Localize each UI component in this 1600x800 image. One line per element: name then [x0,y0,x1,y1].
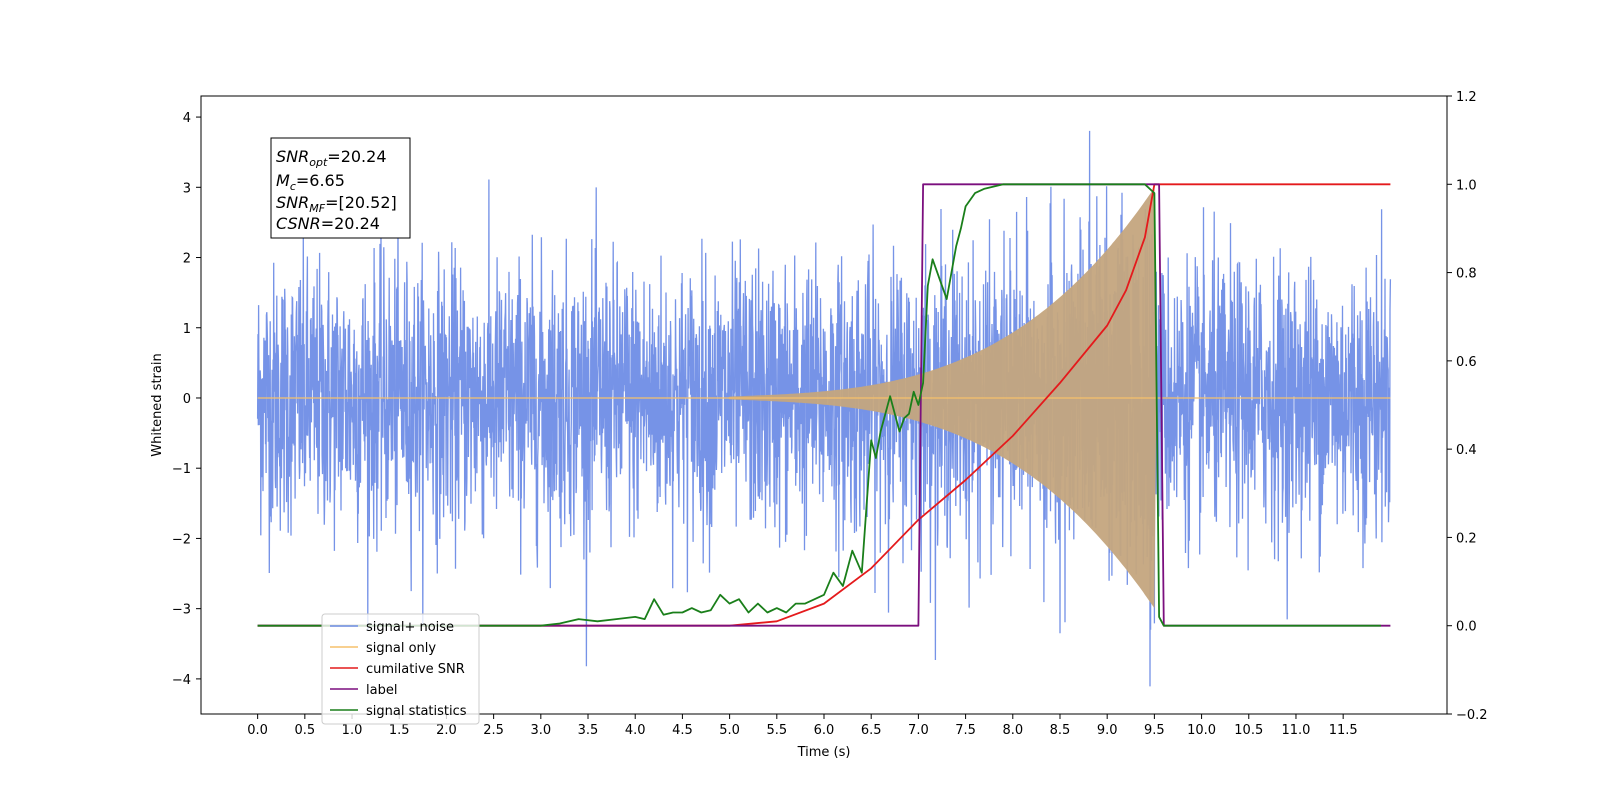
x-tick-label: 8.0 [1002,723,1023,738]
x-tick-label: 3.5 [578,723,599,738]
info-snr-opt: SNRopt=20.24 [276,147,387,169]
x-tick-label: 2.5 [483,723,504,738]
series-signal-statistics [257,183,1381,627]
x-tick-label: 9.5 [1144,723,1165,738]
legend-label-cumulative-snr: cumilative SNR [366,662,465,677]
x-tick-label: 9.0 [1097,723,1118,738]
x-tick-label: 6.5 [861,723,882,738]
x-tick-label: 0.5 [294,723,315,738]
x-tick-label: 7.5 [955,723,976,738]
series-signal-noise [256,130,1392,687]
x-tick-label: 10.5 [1234,723,1263,738]
info-mc: Mc=6.65 [276,171,345,193]
x-tick-label: 3.0 [530,723,551,738]
x-tick-label: 8.5 [1050,723,1071,738]
x-tick-label: 1.0 [342,723,363,738]
x-tick-label: 4.5 [672,723,693,738]
y-right-tick-label: 0.6 [1456,355,1477,370]
y-left-tick-label: 2 [183,252,191,267]
legend: signal+ noise signal only cumilative SNR… [321,613,480,725]
y-right-tick-label: 1.2 [1456,90,1477,105]
x-tick-label: 0.0 [247,723,268,738]
y-right-tick-label: −0.2 [1456,708,1488,723]
y-left-tick-label: 1 [183,322,191,337]
y-left-tick-label: 0 [183,392,191,407]
info-box-frame [270,137,411,239]
x-tick-label: 6.0 [814,723,835,738]
legend-label-label: label [366,683,397,698]
y-left-tick-label: −1 [172,462,191,477]
series-cumulative-snr [257,183,1391,627]
x-tick-label: 2.0 [436,723,457,738]
y-right-tick-label: 0.4 [1456,443,1477,458]
info-snr-mf: SNRMF=[20.52] [276,193,397,215]
x-tick-label: 5.5 [766,723,787,738]
y-left-tick-label: 4 [183,111,191,126]
y-left-tick-label: −4 [172,673,191,688]
y-right-tick-label: 0.2 [1456,531,1477,546]
legend-label-signal-only: signal only [366,641,436,656]
x-tick-label: 11.5 [1329,723,1358,738]
y-axis-left-label: Whitened strain [150,353,165,456]
y-right-tick-label: 1.0 [1456,178,1477,193]
y-left-tick-label: −3 [172,603,191,618]
series-layer [256,130,1392,687]
y-axis-left-ticks: −4 −3 −2 −1 0 1 2 3 4 [172,111,201,688]
x-axis-label: Time (s) [797,745,851,760]
x-tick-label: 5.0 [719,723,740,738]
y-axis-right-ticks: −0.2 0.0 0.2 0.4 0.6 0.8 1.0 1.2 [1447,90,1488,723]
snr-info-box: SNRopt=20.24 Mc=6.65 SNRMF=[20.52] CSNR=… [270,137,411,239]
legend-label-signal-statistics: signal statistics [366,704,467,719]
legend-label-signal-noise: signal+ noise [366,620,454,635]
x-tick-label: 4.0 [625,723,646,738]
x-tick-label: 1.5 [389,723,410,738]
info-csnr: CSNR=20.24 [276,214,380,233]
y-right-tick-label: 0.8 [1456,267,1477,282]
x-axis-ticks: 0.0 0.5 1.0 1.5 2.0 2.5 3.0 3.5 4.0 4.5 5.0 5.5 6.0 6… [247,714,1358,738]
legend-frame [321,613,480,725]
y-left-tick-label: −2 [172,532,191,547]
x-tick-label: 10.0 [1187,723,1216,738]
x-tick-label: 7.0 [908,723,929,738]
y-left-tick-label: 3 [183,181,191,196]
x-tick-label: 11.0 [1281,723,1310,738]
y-right-tick-label: 0.0 [1456,620,1477,635]
